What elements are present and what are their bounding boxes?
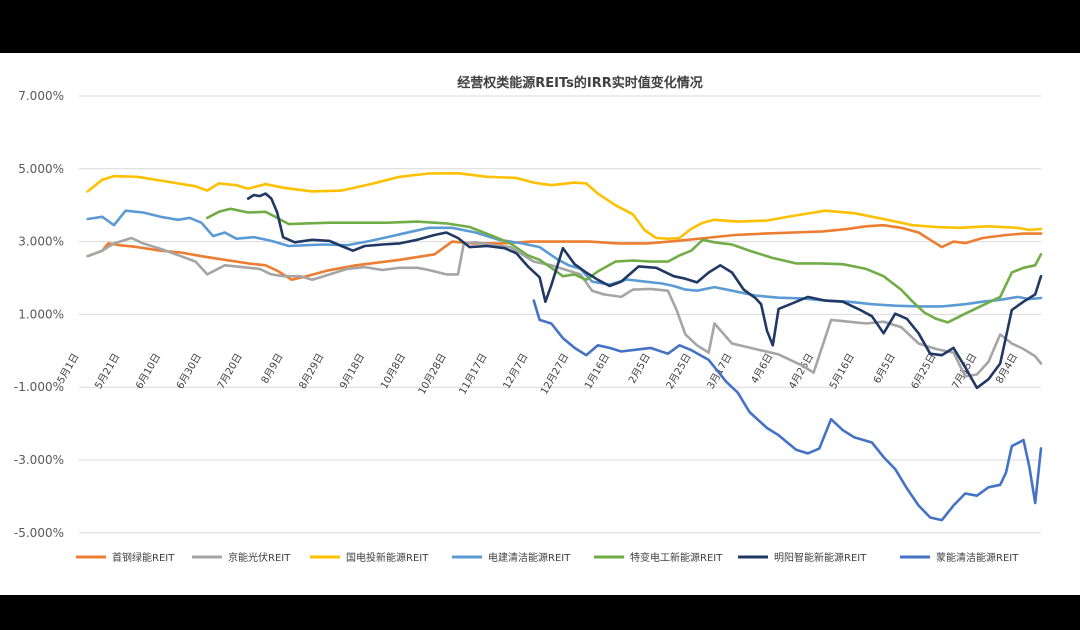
series-line-2 bbox=[86, 236, 1043, 378]
x-tick-label: 6月10日 bbox=[133, 351, 163, 391]
x-tick-label: 5月1日 bbox=[55, 351, 82, 385]
legend-label: 首钢绿能REIT bbox=[112, 551, 175, 564]
x-tick-label: 6月30日 bbox=[174, 351, 204, 391]
y-tick-label: 1.000% bbox=[18, 307, 64, 321]
legend-label: 国电投新能源REIT bbox=[346, 551, 429, 564]
x-tick-label: 8月9日 bbox=[259, 351, 286, 385]
y-tick-label: 7.000% bbox=[18, 89, 64, 103]
series-line-1 bbox=[86, 223, 1043, 282]
y-tick-label: 3.000% bbox=[18, 235, 64, 249]
legend-label: 蒙能清洁能源REIT bbox=[936, 551, 1019, 564]
x-axis-ticks: 5月1日 5月21日 6月10日 6月30日 7月20日 8月9日 8月29日 9月18日 10… bbox=[55, 351, 1020, 396]
legend-label: 明阳智能新能源REIT bbox=[774, 551, 867, 564]
x-tick-label: 11月17日 bbox=[457, 351, 490, 396]
x-tick-label: 5月16日 bbox=[827, 351, 857, 391]
y-axis-ticks: 7.000% 5.000% 3.000% 1.000% -1.000% -3.000% -5… bbox=[14, 89, 64, 540]
x-tick-label: 12月7日 bbox=[501, 351, 531, 391]
series-line-4 bbox=[86, 209, 1043, 308]
series-line-3 bbox=[86, 171, 1043, 240]
x-tick-label: 5月21日 bbox=[92, 351, 122, 391]
chart-frame: 经营权类能源REITs的IRR实时值变化情况 7.000% 5.000% 3.000… bbox=[0, 53, 1080, 595]
y-tick-label: -5.000% bbox=[14, 526, 64, 540]
x-tick-label: 4月6日 bbox=[749, 351, 776, 385]
x-tick-label: 12月27日 bbox=[538, 351, 571, 396]
x-tick-label: 2月25日 bbox=[664, 351, 694, 391]
series-line-6 bbox=[246, 192, 1043, 390]
series-line-7 bbox=[532, 299, 1043, 522]
chart-title: 经营权类能源REITs的IRR实时值变化情况 bbox=[457, 75, 702, 91]
series-lines bbox=[86, 171, 1043, 522]
legend-label: 电建清洁能源REIT bbox=[488, 551, 571, 564]
x-tick-label: 10月8日 bbox=[378, 351, 408, 391]
x-tick-label: 7月20日 bbox=[215, 351, 245, 391]
x-tick-label: 2月5日 bbox=[626, 351, 653, 385]
x-tick-label: 9月18日 bbox=[337, 351, 367, 391]
legend-label: 京能光伏REIT bbox=[228, 551, 291, 564]
x-tick-label: 8月29日 bbox=[297, 351, 327, 391]
legend: 首钢绿能REIT 京能光伏REIT 国电投新能源REIT 电建清洁能源REIT 特变电工… bbox=[76, 551, 1019, 564]
y-tick-label: 5.000% bbox=[18, 162, 64, 176]
x-tick-label: 10月28日 bbox=[416, 351, 449, 396]
series-line-5 bbox=[206, 207, 1043, 324]
x-tick-label: 1月16日 bbox=[582, 351, 612, 391]
y-tick-label: -1.000% bbox=[14, 380, 64, 394]
x-tick-label: 6月5日 bbox=[871, 351, 898, 385]
legend-label: 特变电工新能源REIT bbox=[630, 551, 723, 564]
line-chart: 经营权类能源REITs的IRR实时值变化情况 7.000% 5.000% 3.000… bbox=[14, 75, 1043, 564]
x-tick-label: 6月25日 bbox=[909, 351, 939, 391]
y-tick-label: -3.000% bbox=[14, 453, 64, 467]
